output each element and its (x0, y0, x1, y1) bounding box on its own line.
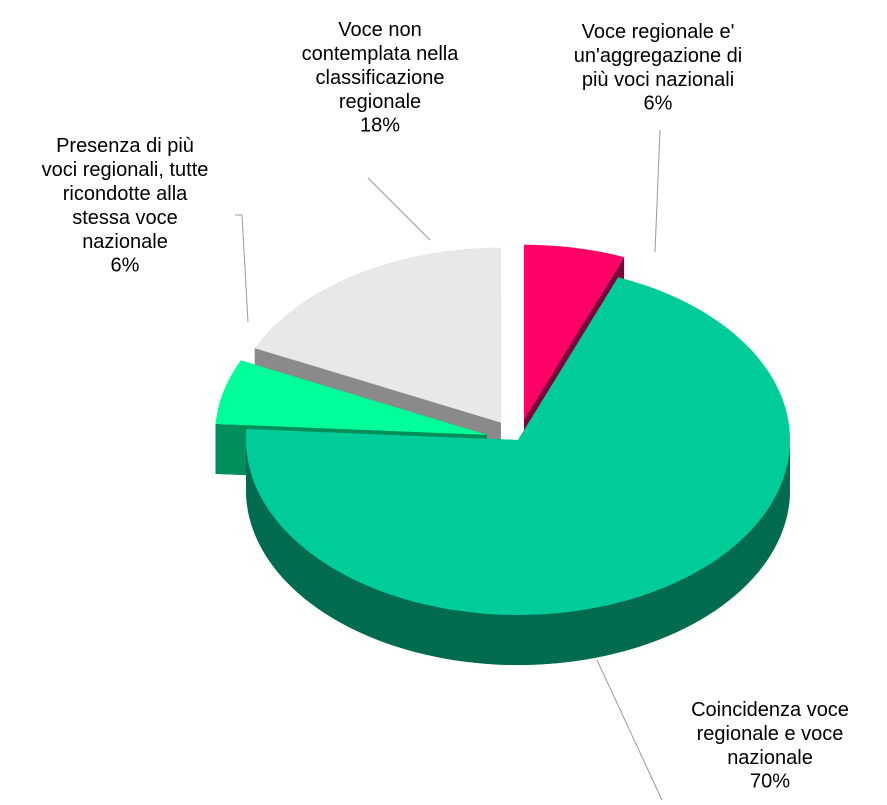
label-line: più voci nazionali (582, 69, 734, 91)
slice-label: Voce regionale e' un'aggregazione di più v… (574, 21, 742, 91)
leader-line (596, 659, 663, 801)
label-line: Voce regionale e' (582, 21, 735, 43)
pie-slice (246, 277, 790, 665)
slice-label: Voce non contemplata nella classificazione… (302, 19, 460, 113)
label-line: regionale (339, 91, 421, 113)
slice-top (246, 277, 790, 615)
slice-top (254, 247, 501, 423)
value-label: 18% (360, 115, 400, 137)
label-line: contemplata nella (302, 43, 460, 65)
slice-top (524, 244, 625, 420)
value-label: 6% (644, 93, 673, 115)
slice-top (215, 360, 487, 435)
leader-line (654, 129, 661, 253)
label-line: Voce non (338, 19, 421, 41)
leader-line (235, 214, 249, 323)
slice-label: Coincidenza voce regionale e voce nazional… (691, 699, 849, 769)
slice-side (246, 440, 790, 665)
label-line: regionale e voce (697, 723, 844, 745)
label-line: nazionale (727, 747, 813, 769)
label-line: voci regionali, tutte (42, 159, 209, 181)
slice-label: Presenza di più voci regionali, tutte rico… (42, 135, 209, 253)
label-line: stessa voce (72, 207, 178, 229)
label-line: nazionale (82, 231, 168, 253)
label-line: un'aggregazione di (574, 45, 742, 67)
label-line: classificazione (316, 67, 445, 89)
value-label: 6% (111, 255, 140, 277)
label-line: Coincidenza voce (691, 699, 849, 721)
label-line: Presenza di più (56, 135, 194, 157)
label-line: ricondotte alla (63, 183, 188, 205)
leader-line (367, 177, 431, 241)
value-label: 70% (750, 771, 790, 793)
